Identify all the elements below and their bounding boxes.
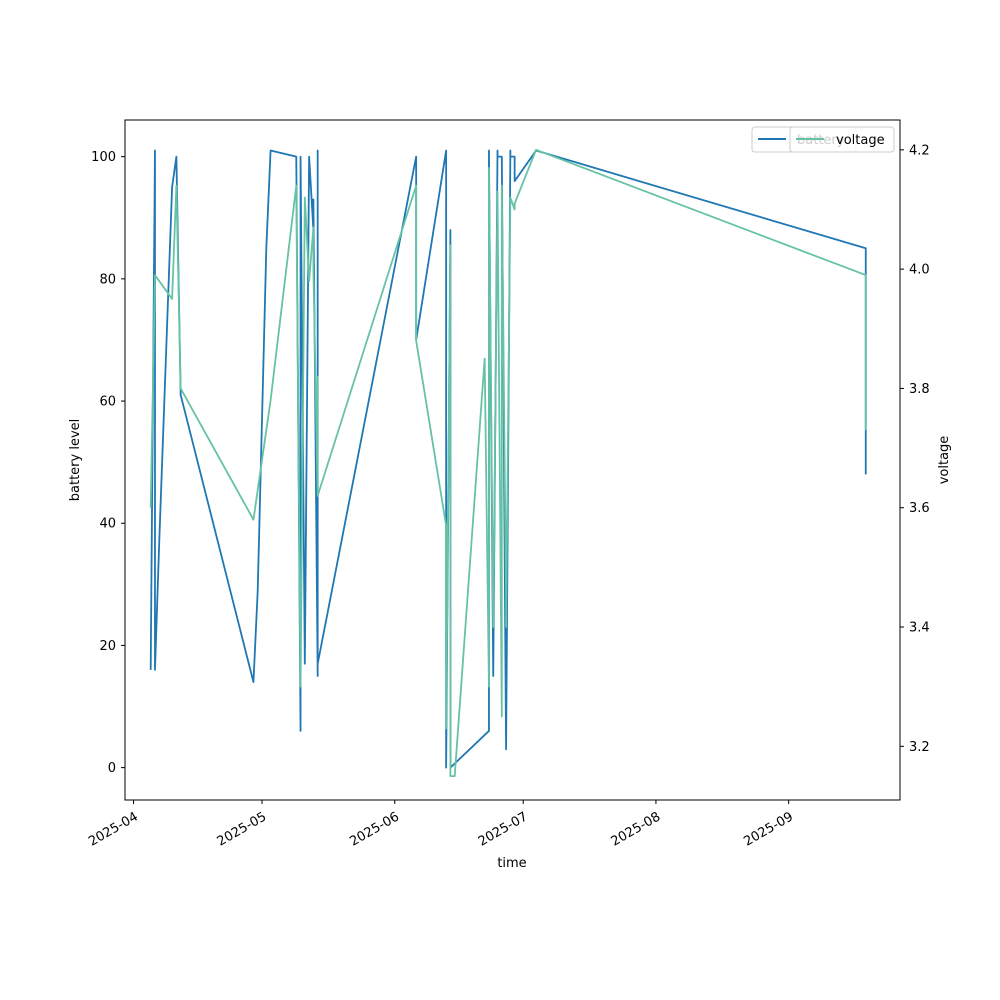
- y-right-tick-label: 3.2: [909, 740, 930, 755]
- y-axis-left-label: battery level: [68, 419, 83, 502]
- y-left-tick-label: 0: [108, 761, 116, 776]
- y-axis-right-label: voltage: [937, 436, 952, 485]
- series-layer: [149, 148, 867, 778]
- legend-voltage: voltage: [789, 126, 895, 153]
- y-right-tick-label: 4.2: [909, 143, 930, 158]
- y-right-tick-label: 4.0: [909, 263, 930, 278]
- y-left-tick-label: 100: [91, 150, 116, 165]
- y-left-tick-label: 80: [99, 272, 116, 287]
- legend-voltage-label: voltage: [836, 133, 885, 148]
- y-right-tick-label: 3.6: [909, 501, 930, 516]
- axes-frame: [124, 119, 901, 801]
- y-left-tick-label: 60: [99, 395, 116, 410]
- y-right-tick-label: 3.8: [909, 382, 930, 397]
- x-axis-label: time: [497, 856, 526, 871]
- y-right-tick-label: 3.4: [909, 621, 930, 636]
- y-left-tick-label: 20: [99, 639, 116, 654]
- legend-voltage-frame: [789, 126, 895, 153]
- y-axis-right: 3.2 3.4 3.6 3.8 4.0 4.2: [900, 143, 930, 755]
- y-axis-left: 0 20 40 60 80 100: [91, 150, 125, 776]
- plot-area: [149, 148, 867, 778]
- series-line-voltage: [149, 148, 867, 778]
- y-left-tick-label: 40: [99, 517, 116, 532]
